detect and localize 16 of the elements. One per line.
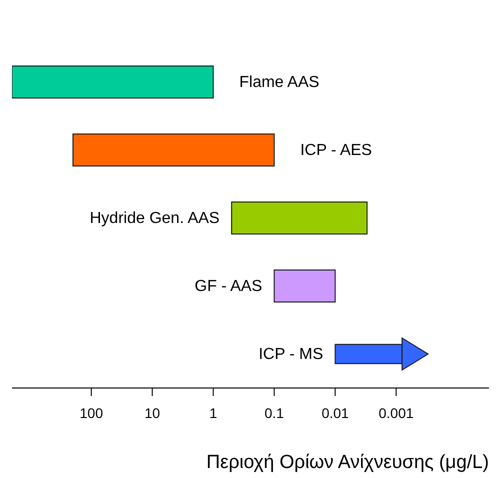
y-tick-label: Flame AAS — [239, 74, 320, 91]
bar — [231, 202, 368, 234]
y-tick-label: GF - AAS — [194, 278, 262, 295]
y-tick-label: Hydride Gen. AAS — [90, 210, 220, 227]
bar — [274, 270, 336, 302]
y-tick-label: ICP - MS — [258, 346, 324, 363]
x-tick-label: 0.01 — [322, 404, 350, 421]
x-axis-title: Περιοχή Ορίων Ανίχνευσης (μg/L) — [206, 452, 489, 473]
x-tick-label: 0.1 — [264, 404, 284, 421]
x-tick-label: 10 — [144, 404, 160, 421]
x-tick-label: 0.001 — [378, 404, 414, 421]
x-tick-label: 100 — [80, 404, 104, 421]
bar — [72, 134, 275, 166]
bar — [12, 66, 214, 98]
y-tick-label: ICP - AES — [300, 142, 372, 159]
x-tick-label: 1 — [209, 404, 218, 421]
